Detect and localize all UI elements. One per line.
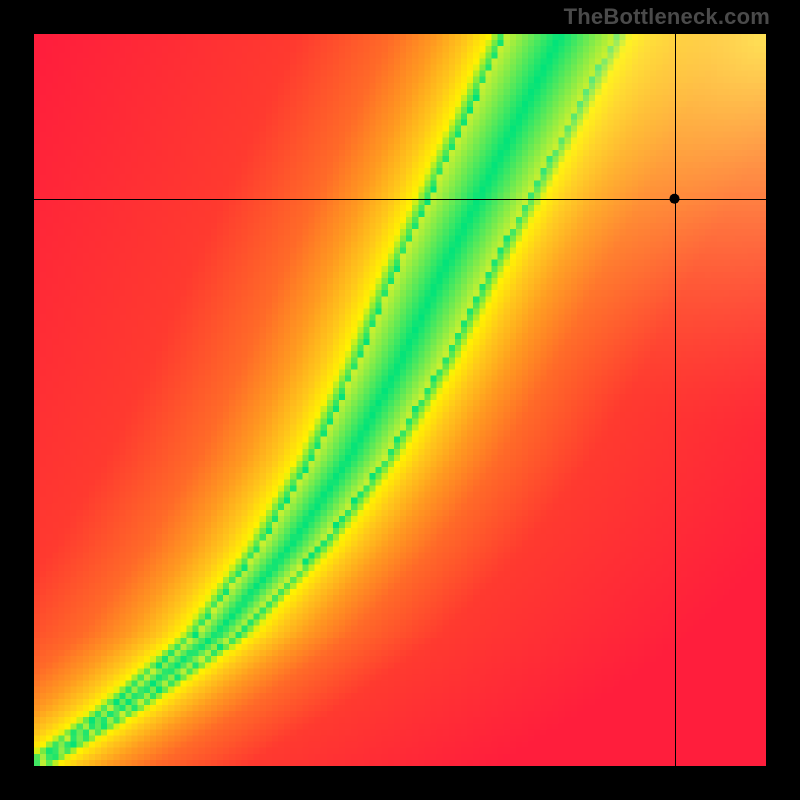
crosshair-overlay [0, 0, 800, 800]
chart-container: TheBottleneck.com [0, 0, 800, 800]
watermark-text: TheBottleneck.com [564, 4, 770, 30]
